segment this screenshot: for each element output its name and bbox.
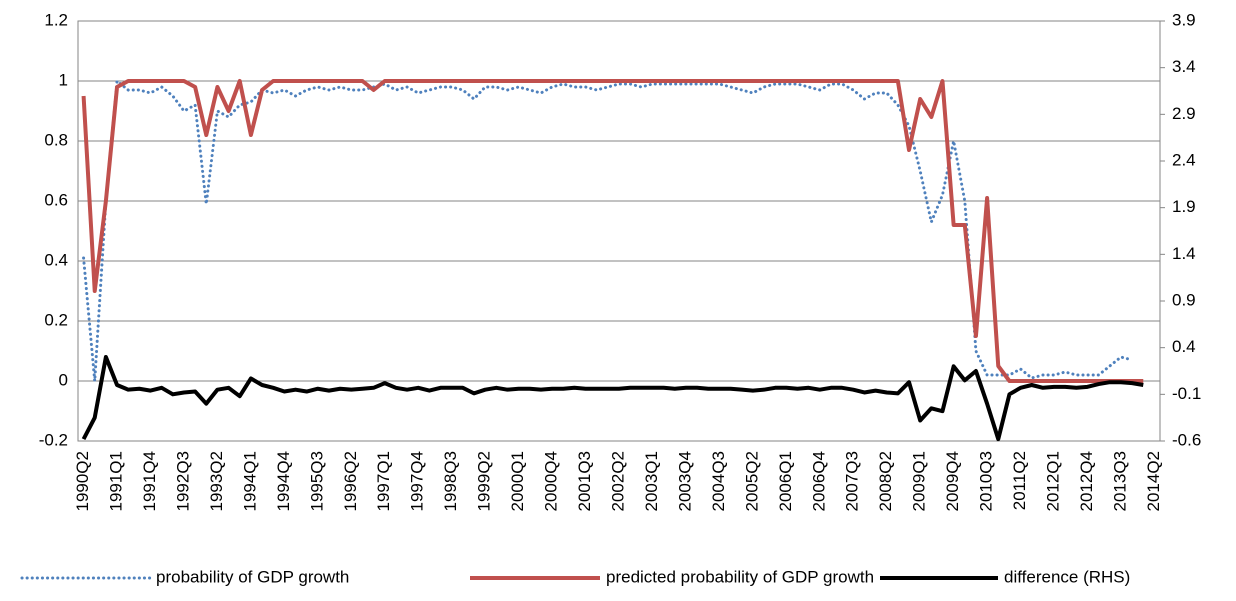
x-tick-label: 2001Q3: [575, 451, 594, 512]
y2-tick-label: 1.9: [1172, 197, 1196, 216]
x-tick-label: 1992Q3: [173, 451, 192, 512]
x-tick-label: 1990Q2: [73, 451, 92, 512]
y-tick-label: 0.8: [44, 130, 68, 149]
x-tick-label: 2013Q3: [1110, 451, 1129, 512]
y2-tick-label: 3.4: [1172, 57, 1196, 76]
y2-tick-label: 2.4: [1172, 150, 1196, 169]
x-tick-label: 2005Q2: [742, 451, 761, 512]
x-tick-label: 1996Q2: [341, 451, 360, 512]
legend-label: predicted probability of GDP growth: [606, 567, 874, 586]
x-tick-label: 2006Q1: [776, 451, 795, 512]
y2-tick-label: -0.6: [1172, 430, 1201, 449]
x-tick-label: 2012Q4: [1077, 451, 1096, 512]
series-line: [82, 79, 1134, 383]
series-line: [81, 79, 1144, 383]
x-tick-label: 2003Q4: [675, 451, 694, 512]
y-tick-label: 0.4: [44, 250, 68, 269]
x-tick-label: 1994Q1: [240, 451, 259, 512]
y2-tick-label: -0.1: [1172, 384, 1201, 403]
y-tick-label: 0.2: [44, 310, 68, 329]
y2-tick-label: 0.9: [1172, 290, 1196, 309]
x-tick-label: 1993Q2: [207, 451, 226, 512]
x-tick-label: 2014Q2: [1144, 451, 1163, 512]
x-tick-label: 2009Q1: [910, 451, 929, 512]
x-tick-label: 2002Q2: [608, 451, 627, 512]
x-tick-label: 2006Q4: [809, 451, 828, 512]
x-tick-label: 1997Q1: [374, 451, 393, 512]
x-tick-label: 2012Q1: [1044, 451, 1063, 512]
x-tick-label: 1991Q1: [107, 451, 126, 512]
x-tick-label: 1998Q3: [441, 451, 460, 512]
y-tick-label: 1: [59, 70, 68, 89]
x-tick-label: 2011Q2: [1010, 451, 1029, 510]
x-tick-label: 1995Q3: [307, 451, 326, 512]
y2-tick-label: 3.9: [1172, 10, 1196, 29]
x-tick-label: 2007Q3: [843, 451, 862, 512]
x-tick-label: 2008Q2: [876, 451, 895, 512]
x-tick-label: 1999Q2: [475, 451, 494, 512]
x-tick-label: 2000Q1: [508, 451, 527, 512]
series-line: [81, 355, 1144, 442]
x-tick-label: 1997Q4: [408, 451, 427, 512]
x-tick-label: 2004Q3: [709, 451, 728, 512]
y-tick-label: 0.6: [44, 190, 68, 209]
legend-label: probability of GDP growth: [156, 567, 349, 586]
x-tick-label: 2009Q4: [943, 451, 962, 512]
x-tick-label: 2000Q4: [542, 451, 561, 512]
y2-tick-label: 2.9: [1172, 104, 1196, 123]
y2-tick-label: 0.4: [1172, 337, 1196, 356]
y-tick-label: 1.2: [44, 10, 68, 29]
x-tick-label: 1994Q4: [274, 451, 293, 512]
x-tick-label: 2003Q1: [642, 451, 661, 512]
legend-label: difference (RHS): [1004, 567, 1130, 586]
y-tick-label: 0: [59, 370, 68, 389]
x-tick-label: 1991Q4: [140, 451, 159, 512]
x-tick-label: 2010Q3: [977, 451, 996, 512]
y2-tick-label: 1.4: [1172, 244, 1196, 263]
y-tick-label: -0.2: [39, 430, 68, 449]
